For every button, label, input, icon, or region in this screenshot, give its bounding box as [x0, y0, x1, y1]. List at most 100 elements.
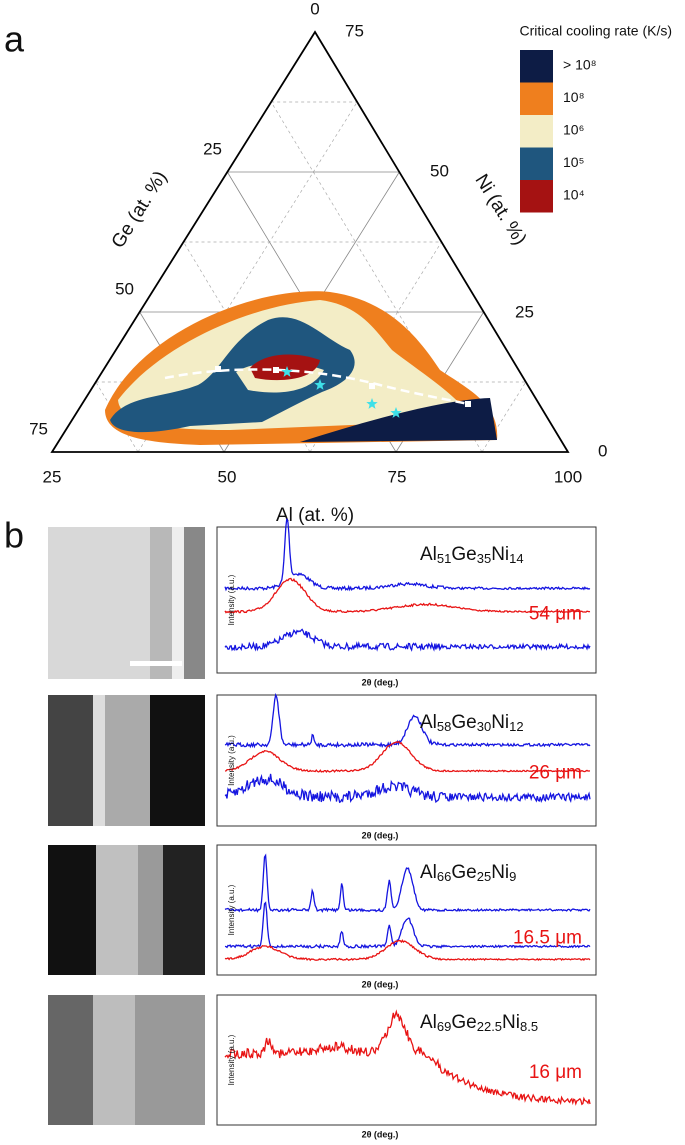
formula: Al51Ge35Ni14: [420, 544, 524, 566]
element: Ge: [451, 1012, 476, 1033]
element: Al: [420, 1012, 437, 1033]
square-marker: [273, 367, 279, 373]
subscript: 66: [437, 869, 451, 884]
micrograph-region: [96, 845, 138, 975]
subscript: 12: [509, 719, 523, 734]
element: Ni: [491, 712, 509, 733]
grid-line: [95, 381, 139, 453]
legend-label: 10⁴: [563, 187, 585, 203]
xrd-curve: [224, 1009, 591, 1106]
micrograph-region: [135, 995, 205, 1125]
thickness: 54 μm: [529, 604, 582, 625]
formula: Al66Ge25Ni9: [420, 862, 516, 884]
square-marker: [215, 366, 221, 372]
plot-frame: [216, 994, 597, 1126]
micrograph-region: [172, 527, 184, 679]
micrograph-region: [93, 995, 135, 1125]
y-axis-label: Intensity (a.u.): [227, 574, 236, 625]
micrograph-region: [93, 695, 105, 826]
region-navy: [300, 398, 497, 442]
legend-swatch: [520, 50, 553, 83]
element: Ge: [451, 712, 476, 733]
grid-line: [309, 241, 442, 453]
legend-swatch: [520, 180, 553, 213]
legend-swatch: [520, 147, 553, 180]
legend-title: Critical cooling rate (K/s): [520, 23, 673, 39]
xrd-curve: [224, 853, 591, 914]
tick-label: 75: [29, 419, 48, 438]
panel-label: b: [4, 515, 24, 556]
xrd-curve: [224, 773, 591, 804]
tick-label: 50: [218, 467, 237, 486]
element: Ge: [451, 862, 476, 883]
tick-label: 0: [310, 0, 319, 18]
subscript: 14: [509, 551, 523, 566]
micrograph-region: [48, 995, 93, 1125]
subscript: 58: [437, 719, 451, 734]
tick-label: 25: [43, 467, 62, 486]
subscript: 51: [437, 551, 451, 566]
thickness: 16.5 μm: [513, 928, 582, 949]
composition-line: [164, 368, 469, 406]
tick-label: 0: [598, 441, 607, 460]
x-axis-label: 2θ (deg.): [362, 677, 399, 687]
subscript: 8.5: [520, 1019, 538, 1034]
legend-swatch: [520, 115, 553, 148]
xrd-curve: [224, 518, 591, 592]
axis-title: Ge (at. %): [108, 167, 172, 252]
square-marker: [465, 401, 471, 407]
xrd-curve: [224, 628, 591, 652]
formula: Al58Ge30Ni12: [420, 712, 524, 734]
ternary-frame: [50, 30, 570, 453]
subscript: 30: [477, 719, 491, 734]
contours: [105, 291, 498, 445]
plot-frame: [216, 526, 597, 674]
star-marker: [281, 366, 293, 377]
y-axis-label: Intensity (a.u.): [227, 884, 236, 935]
subscript: 69: [437, 1019, 451, 1034]
formula: Al69Ge22.5Ni8.5: [420, 1012, 538, 1034]
xrd-curve: [224, 740, 591, 773]
scale-bar: [130, 661, 182, 666]
micrograph-region: [48, 845, 96, 975]
tick-label: 25: [515, 302, 534, 321]
element: Ni: [491, 544, 509, 565]
element: Ni: [491, 862, 509, 883]
tick-label: 50: [430, 161, 449, 180]
thickness: 16 μm: [529, 1062, 582, 1083]
micrograph-region: [150, 695, 205, 826]
legend-swatch: [520, 82, 553, 115]
legend-label: 10⁸: [563, 89, 585, 105]
panel-label: a: [4, 19, 25, 60]
element: Ni: [502, 1012, 520, 1033]
xrd-curve: [224, 939, 591, 962]
subscript: 9: [509, 869, 516, 884]
element: Al: [420, 862, 437, 883]
star-marker: [366, 398, 378, 409]
micrograph-region: [105, 695, 150, 826]
element: Al: [420, 712, 437, 733]
tick-label: 75: [388, 467, 407, 486]
xrd-curve: [224, 577, 591, 614]
x-axis-label: 2θ (deg.): [362, 1129, 399, 1139]
y-axis-label: Intensity (a.u.): [227, 1034, 236, 1085]
tick-label: 50: [115, 279, 134, 298]
square-marker: [369, 383, 375, 389]
legend-label: 10⁶: [563, 122, 584, 138]
region-blue: [110, 317, 355, 433]
element: Ge: [451, 544, 476, 565]
star-marker: [314, 379, 326, 390]
tick-label: 75: [345, 21, 364, 40]
subscript: 22.5: [477, 1019, 502, 1034]
xrd-curve: [224, 901, 591, 949]
grid-line: [481, 381, 527, 453]
y-axis-label: Intensity (a.u.): [227, 735, 236, 786]
micrograph-region: [163, 845, 205, 975]
xrd-curve: [224, 692, 591, 749]
element: Al: [420, 544, 437, 565]
micrograph-region: [138, 845, 163, 975]
subscript: 35: [477, 551, 491, 566]
micrograph-region: [184, 527, 205, 679]
